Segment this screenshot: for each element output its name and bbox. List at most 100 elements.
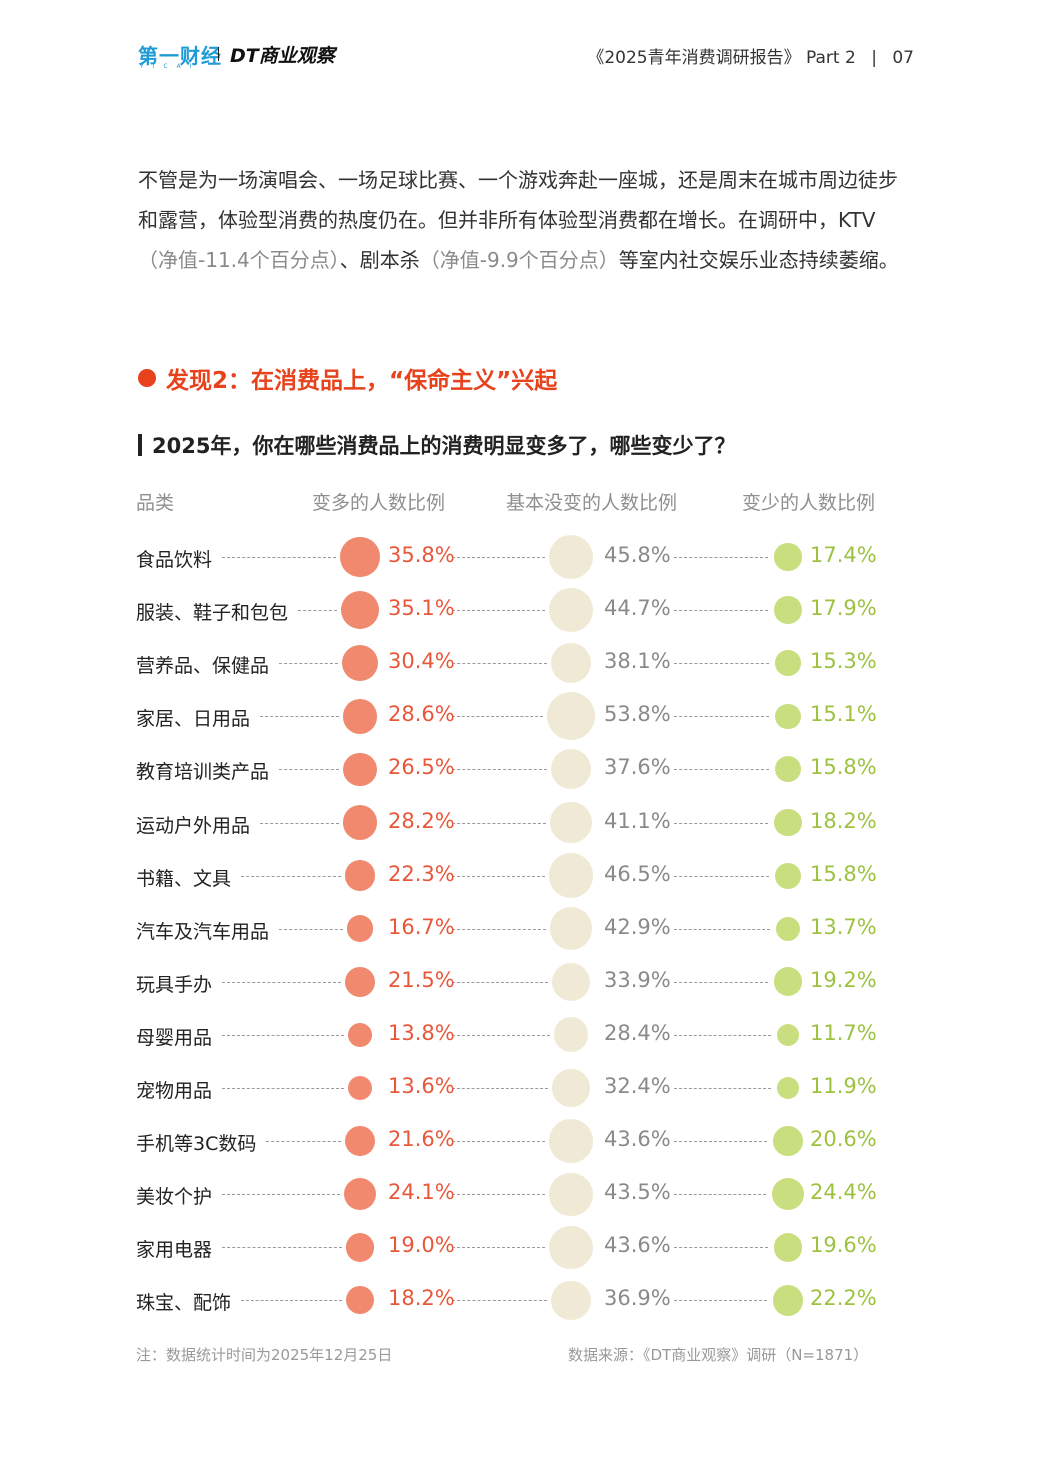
leader-line [452, 981, 548, 983]
leader-line [674, 875, 769, 877]
bubble-more [344, 860, 376, 892]
leader-line [241, 875, 341, 877]
leader-line [222, 1034, 344, 1036]
table-row: 书籍、文具 22.3% 46.5% 15.8% [0, 850, 1048, 903]
value-label-less: 11.7% [810, 1020, 877, 1045]
header-report-info: 《2025青年消费调研报告》 Part 2 | 07 [587, 43, 914, 68]
leader-line [452, 1088, 549, 1089]
part-label: Part 2 [806, 48, 856, 68]
table-row: 运动户外用品 28.2% 41.1% 18.2% [0, 797, 1048, 850]
category-label: 书籍、文具 [136, 867, 232, 890]
bubble-same [549, 907, 593, 951]
category-label: 教育培训类产品 [136, 761, 270, 784]
category-label: 家居、日用品 [136, 708, 251, 731]
category-label: 食品饮料 [136, 549, 213, 571]
bubble-more [340, 590, 380, 630]
leader-line [674, 1247, 768, 1249]
bubble-less [771, 1178, 805, 1211]
bubble-more [342, 805, 378, 840]
value-label-less: 11.9% [810, 1074, 877, 1098]
bubble-less [775, 916, 801, 941]
yicai-logo: 第一财经 [138, 44, 222, 68]
value-label-more: 18.2% [388, 1286, 455, 1311]
bubble-more [347, 1075, 373, 1101]
value-label-same: 28.4% [604, 1020, 671, 1045]
table-row: 营养品、保健品 30.4% 38.1% 15.3% [0, 637, 1048, 690]
intro-text-1: 不管是为一场演唱会、一场足球比赛、一个游戏奔赴一座城，还是周末在城市周边徒步和露… [138, 168, 898, 232]
value-label-more: 16.7% [388, 914, 455, 939]
bubble-same [552, 1069, 590, 1107]
value-label-less: 22.2% [810, 1286, 877, 1311]
bubble-less [776, 1076, 800, 1100]
value-label-more: 26.5% [388, 755, 455, 780]
leader-line [222, 981, 341, 983]
report-title: 《2025青年消费调研报告》 [587, 48, 801, 68]
leader-line [241, 1300, 343, 1302]
value-label-more: 22.3% [388, 861, 455, 886]
value-label-more: 24.1% [388, 1180, 455, 1205]
bubble-more [342, 698, 378, 734]
value-label-more: 21.5% [388, 967, 455, 992]
leader-line [674, 981, 768, 983]
bubble-same [551, 1280, 591, 1321]
leader-line [266, 1141, 341, 1143]
bubble-same [549, 1172, 593, 1216]
value-label-more: 35.1% [388, 596, 455, 621]
value-label-less: 24.4% [810, 1180, 877, 1205]
chart-question: 2025年，你在哪些消费品上的消费明显变多了，哪些变少了？ [138, 428, 735, 462]
value-label-more: 28.6% [388, 702, 455, 727]
leader-line [452, 928, 546, 930]
value-label-same: 43.6% [604, 1233, 671, 1258]
column-header-less: 变少的人数比例 [742, 492, 876, 514]
leader-line [452, 557, 545, 558]
value-label-same: 36.9% [604, 1286, 671, 1311]
leader-line [452, 610, 546, 612]
leader-line [674, 1034, 771, 1036]
table-row: 服装、鞋子和包包 35.1% 44.7% 17.9% [0, 584, 1048, 637]
footnote-source: 数据来源：《DT商业观察》调研（N=1871） [568, 1346, 869, 1364]
bubble-less [774, 808, 802, 837]
leader-line [674, 1088, 771, 1089]
bubble-more [347, 1022, 373, 1048]
value-label-same: 53.8% [604, 702, 671, 727]
bubble-less [774, 862, 801, 889]
table-row: 母婴用品 13.8% 28.4% 11.7% [0, 1009, 1048, 1062]
leader-line [260, 716, 339, 718]
table-row: 教育培训类产品 26.5% 37.6% 15.8% [0, 743, 1048, 796]
leader-line [452, 875, 545, 877]
bubble-less [774, 543, 802, 571]
bubble-same [549, 588, 593, 632]
value-label-more: 28.2% [388, 808, 455, 833]
leader-line [674, 557, 769, 558]
intro-ktv-net: （净值-11.4个百分点） [138, 248, 340, 272]
bubble-more [344, 966, 376, 997]
value-label-same: 37.6% [604, 755, 671, 780]
bubble-same [550, 749, 592, 790]
bubble-same [547, 692, 595, 741]
leader-line [452, 1034, 550, 1036]
bubble-more [344, 1125, 376, 1157]
leader-line [222, 1194, 340, 1196]
value-label-more: 35.8% [388, 543, 455, 567]
leader-line [674, 769, 769, 771]
bubble-less [773, 967, 803, 997]
value-label-less: 15.8% [810, 861, 877, 886]
leader-line [452, 1247, 546, 1249]
intro-murder-net: （净值-9.9个百分点） [419, 248, 619, 272]
intro-text-2: 、剧本杀 [339, 248, 420, 272]
value-label-more: 30.4% [388, 649, 455, 674]
category-label: 运动户外用品 [136, 814, 251, 837]
intro-text-3: 等室内社交娱乐业态持续萎缩。 [618, 248, 899, 272]
dt-logo: DT商业观察 [230, 45, 335, 67]
value-label-less: 20.6% [810, 1127, 877, 1152]
bubble-more [341, 645, 379, 682]
leader-line [279, 663, 338, 665]
value-label-less: 19.6% [810, 1233, 877, 1258]
finding-heading: 发现2：在消费品上，“保命主义”兴起 [138, 360, 557, 396]
header-divider: | [871, 48, 877, 68]
finding-title: 发现2：在消费品上，“保命主义”兴起 [166, 368, 558, 394]
value-label-more: 13.6% [388, 1074, 455, 1098]
leader-line [452, 769, 547, 771]
leader-line [298, 610, 337, 612]
value-label-same: 41.1% [604, 808, 671, 833]
